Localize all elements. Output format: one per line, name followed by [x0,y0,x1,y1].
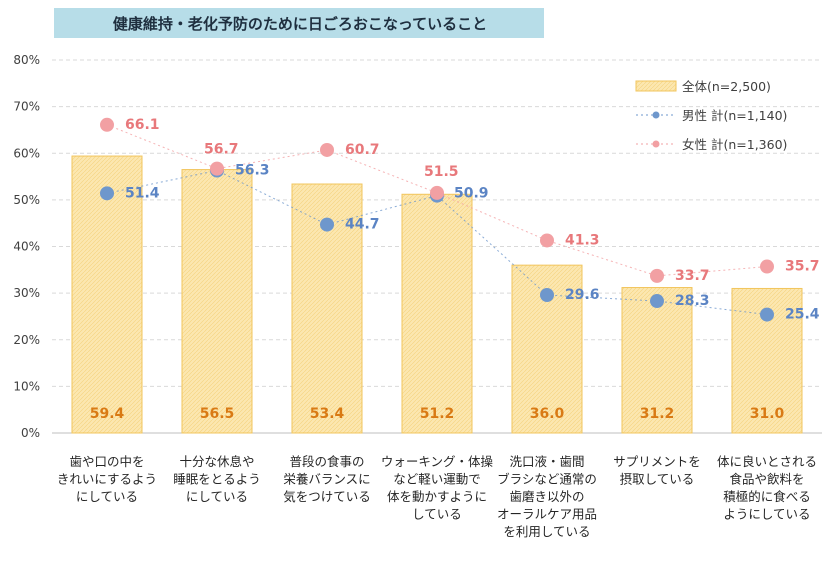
x-category-label-line: きれいにするよう [57,472,157,487]
bar-data-label: 36.0 [530,406,565,422]
x-category-label-line: 普段の食事の [289,454,364,469]
female-data-label: 56.7 [204,142,239,158]
y-tick-label: 60% [13,146,40,160]
chart-title: 健康維持・老化予防のために日ごろおこなっていること [113,15,487,33]
bar-data-label: 31.2 [640,406,675,422]
bar [291,183,363,434]
legend-swatch-male-marker [652,111,660,119]
bar [181,169,253,434]
title-background [54,8,544,38]
bar [621,287,693,434]
x-category-label: 洗口液・歯間ブラシなど通常の歯磨き以外のオーラルケア用品を利用している [497,454,597,539]
female-point [650,268,664,283]
lines-layer [100,117,774,322]
female-data-label: 60.7 [345,142,380,158]
legend: 全体(n=2,500) 男性 計(n=1,140) 女性 計(n=1,360) [635,79,787,152]
y-tick-label: 20% [13,333,40,347]
legend-swatch-female-marker [652,140,660,148]
y-tick-label: 80% [13,53,40,67]
x-category-label: 体に良いとされる食品や飲料を積極的に食べるようにしている [717,454,817,522]
female-data-label: 66.1 [125,117,160,133]
y-tick-label: 50% [13,193,40,207]
title-group: 健康維持・老化予防のために日ごろおこなっていること [54,8,544,38]
bar [401,193,473,434]
y-tick-label: 30% [13,286,40,300]
x-category-label-line: など軽い運動で [393,472,481,487]
bars-layer [71,155,803,434]
legend-label: 女性 計(n=1,360) [682,137,787,152]
female-data-label: 35.7 [785,259,820,275]
male-point [100,186,114,201]
x-category-label-line: 十分な休息や [179,454,254,469]
female-point [430,185,444,200]
x-category-label: ウォーキング・体操など軽い運動で体を動かすようにしている [381,454,494,522]
y-tick-label: 0% [21,426,40,440]
female-point [320,142,334,157]
x-category-label-line: 歯磨き以外の [509,489,584,504]
female-data-label: 51.5 [424,164,459,180]
x-category-label: サプリメントを摂取している [613,454,701,487]
y-tick-label: 10% [13,379,40,393]
male-data-label: 56.3 [235,163,270,179]
female-point [210,161,224,176]
x-category-label: 十分な休息や睡眠をとるようにしている [173,454,261,504]
x-category-label-line: オーラルケア用品 [497,507,597,522]
x-axis-labels: 歯や口の中をきれいにするようにしている十分な休息や睡眠をとるようにしている普段の… [57,454,817,539]
y-tick-label: 70% [13,100,40,114]
bar-data-label: 56.5 [200,406,235,422]
x-category-label-line: ようにしている [723,507,810,522]
male-data-label: 29.6 [565,287,600,303]
x-category-label-line: している [412,507,462,522]
x-category-label: 普段の食事の栄養バランスに気をつけている [283,454,371,504]
legend-label: 男性 計(n=1,140) [682,108,787,123]
x-category-label-line: 気をつけている [283,489,371,504]
labels-layer: 59.4 56.5 53.4 51.2 36.0 31.2 31.0 66.1 56.7 60.7… [90,117,820,422]
legend-label: 全体(n=2,500) [682,79,771,94]
x-category-label-line: 摂取している [620,472,695,487]
x-category-label-line: にしている [76,489,138,504]
bar-data-label: 31.0 [750,406,785,422]
y-tick-label: 40% [13,240,40,254]
bar-data-label: 53.4 [310,406,345,422]
female-point [100,117,114,132]
x-category-label-line: 栄養バランスに [283,472,370,487]
male-point [650,294,664,309]
x-category-label: 歯や口の中をきれいにするようにしている [57,454,157,504]
bar-data-label: 51.2 [420,406,455,422]
male-data-label: 44.7 [345,217,380,233]
x-category-label-line: を利用している [503,524,590,539]
x-category-label-line: 体を動かすように [387,489,487,504]
male-point [540,287,554,302]
x-category-label-line: 洗口液・歯間 [509,454,584,469]
x-category-label-line: 食品や飲料を [729,472,804,487]
bar [71,155,143,434]
x-category-label-line: 積極的に食べる [723,489,811,504]
x-category-label-line: サプリメントを [613,454,701,469]
female-data-label: 33.7 [675,268,710,284]
bar-data-label: 59.4 [90,406,125,422]
x-category-label-line: 体に良いとされる [717,454,817,469]
male-data-label: 25.4 [785,307,820,323]
x-category-label-line: 睡眠をとるよう [173,472,261,487]
x-category-label-line: ブラシなど通常の [497,472,597,487]
male-point [760,307,774,322]
male-data-label: 28.3 [675,293,710,309]
grid-layer: 0% 10% 20% 30% 40% 50% 60% 70% 80% [13,53,822,440]
female-point [540,233,554,248]
female-data-label: 41.3 [565,232,600,248]
male-point [320,217,334,232]
x-category-label-line: ウォーキング・体操 [381,454,494,469]
female-point [760,259,774,274]
male-data-label: 51.4 [125,185,160,201]
x-category-label-line: 歯や口の中を [69,454,144,469]
legend-swatch-bar [635,80,677,92]
male-data-label: 50.9 [454,186,489,202]
x-category-label-line: にしている [186,489,248,504]
